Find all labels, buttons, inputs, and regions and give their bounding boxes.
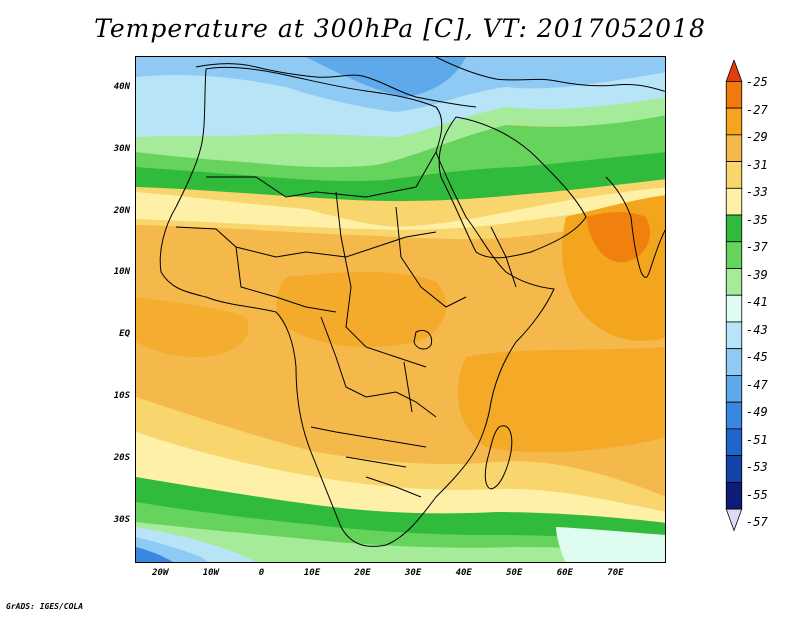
lon-tick-label: 10W [202,568,219,578]
lon-tick-label: 40E [455,568,472,578]
lon-tick-label: 30E [405,568,422,578]
lon-tick-label: 50E [506,568,523,578]
colorbar-label: -37 [746,240,768,254]
colorbar-swatch [725,80,743,109]
colorbar-swatch [725,375,743,403]
lat-tick-label: 10S [113,391,130,402]
lat-tick-label: EQ [119,329,130,340]
temperature-field [136,57,665,562]
colorbar-swatch [725,134,743,162]
colorbar-label: -33 [746,185,768,199]
colorbar-swatch [725,401,743,430]
lat-tick-label: 40N [113,81,130,92]
colorbar-label: -41 [746,295,768,309]
colorbar-label: -51 [746,432,768,447]
map-plot-area [135,56,666,563]
colorbar-label: -47 [746,377,768,392]
colorbar-swatch [725,268,743,296]
lat-tick-label: 10N [113,267,130,278]
colorbar-swatch [725,294,743,323]
colorbar-swatch [725,241,743,269]
lon-tick-label: 20W [152,568,169,578]
plot-title: Temperature at 300hPa [C], VT: 201705201… [94,14,706,43]
colorbar-swatch [725,455,743,483]
colorbar-over-arrow [725,60,743,82]
coastlines [159,57,665,547]
lon-tick-label: 70E [607,568,624,578]
colorbar-label: -31 [746,157,768,172]
footer-credit: GrADS: IGES/COLA [6,602,84,611]
lon-tick-label: 20E [354,568,371,578]
lat-tick-label: 20N [113,205,130,216]
temperature-map [136,57,665,562]
colorbar-swatch [725,214,743,243]
colorbar-label: -45 [746,350,768,364]
colorbar-swatch [725,187,743,216]
lon-tick-label: 10E [303,568,321,578]
colorbar-label: -29 [746,130,768,144]
colorbar-swatch [725,348,743,376]
lat-tick-label: 20S [113,452,130,463]
lon-tick-label: 60E [556,568,573,578]
colorbar-swatch [725,321,743,350]
colorbar-swatch [725,107,743,136]
colorbar-label: -57 [746,515,768,529]
colorbar [725,60,743,532]
colorbar-label: -39 [746,267,768,282]
colorbar-under-arrow [725,508,743,532]
lat-tick-label: 30N [113,143,130,154]
lat-tick-label: 30S [113,514,130,525]
colorbar-label: -27 [746,102,768,117]
colorbar-swatch [725,481,743,510]
colorbar-label: -49 [746,405,768,419]
colorbar-label: -53 [746,460,768,474]
lon-tick-label: 0 [258,568,265,578]
colorbar-label: -35 [746,212,768,227]
colorbar-label: -55 [746,487,768,502]
colorbar-label: -43 [746,322,768,337]
colorbar-swatch [725,428,743,456]
colorbar-label: -25 [746,75,768,89]
colorbar-swatch [725,161,743,189]
